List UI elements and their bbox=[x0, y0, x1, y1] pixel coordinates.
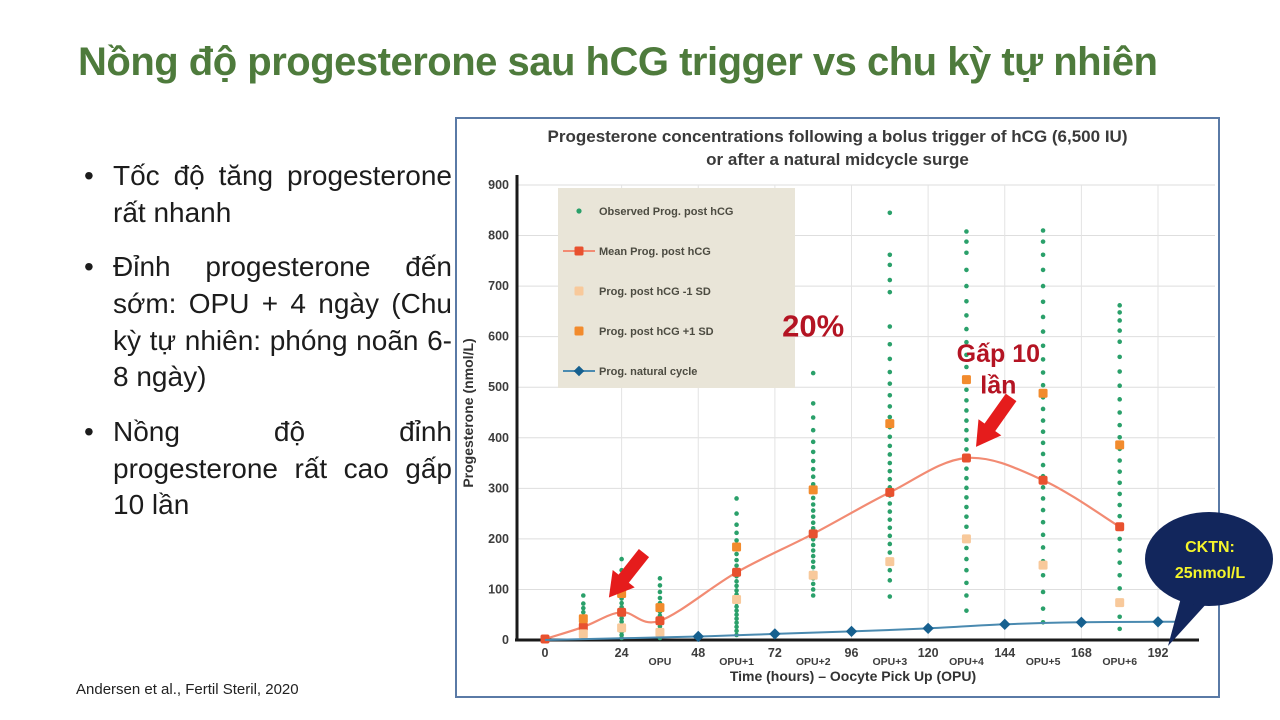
bullet-text: Đỉnh progesterone đến sớm: OPU + 4 ngày … bbox=[113, 251, 452, 393]
chart-title-line1: Progesterone concentrations following a … bbox=[547, 127, 1128, 146]
svg-text:120: 120 bbox=[918, 646, 939, 660]
svg-text:OPU+5: OPU+5 bbox=[1026, 656, 1061, 668]
svg-text:0: 0 bbox=[502, 633, 509, 647]
svg-text:Prog. natural cycle: Prog. natural cycle bbox=[599, 366, 697, 378]
svg-text:Mean Prog. post hCG: Mean Prog. post hCG bbox=[599, 246, 711, 258]
svg-text:OPU+4: OPU+4 bbox=[949, 656, 984, 668]
svg-text:600: 600 bbox=[488, 330, 509, 344]
svg-text:0: 0 bbox=[542, 646, 549, 660]
callout-bubble: CKTN: 25nmol/L bbox=[1145, 512, 1273, 646]
chart-title: Progesterone concentrations following a … bbox=[457, 126, 1218, 172]
legend: Observed Prog. post hCG Mean Prog. post h… bbox=[558, 188, 795, 388]
svg-text:lần: lần bbox=[980, 372, 1016, 400]
svg-text:72: 72 bbox=[768, 646, 782, 660]
svg-text:300: 300 bbox=[488, 481, 509, 495]
svg-text:500: 500 bbox=[488, 380, 509, 394]
chart-figure: Progesterone concentrations following a … bbox=[455, 117, 1220, 698]
mean-line bbox=[540, 453, 1125, 644]
svg-text:Progesterone (nmol/L): Progesterone (nmol/L) bbox=[460, 338, 476, 487]
bullet-item: Đỉnh progesterone đến sớm: OPU + 4 ngày … bbox=[80, 249, 452, 396]
bullet-text: Tốc độ tăng progesterone rất nhanh bbox=[113, 160, 452, 228]
bullet-text: Nồng độ đỉnh progesterone rất cao gấp 10… bbox=[113, 416, 452, 521]
axis-titles: Time (hours) – Oocyte Pick Up (OPU) Proge… bbox=[460, 338, 976, 684]
chart-svg: 0 100 200 300 400 500 600 700 800 900 0 24 48 72 96 120… bbox=[460, 175, 1215, 684]
svg-text:168: 168 bbox=[1071, 646, 1092, 660]
svg-text:OPU+2: OPU+2 bbox=[796, 656, 831, 668]
bullet-item: Tốc độ tăng progesterone rất nhanh bbox=[80, 158, 452, 231]
svg-text:24: 24 bbox=[615, 646, 629, 660]
svg-text:400: 400 bbox=[488, 431, 509, 445]
svg-text:OPU+3: OPU+3 bbox=[872, 656, 907, 668]
axes bbox=[515, 175, 1199, 642]
chart-title-line2: or after a natural midcycle surge bbox=[706, 149, 969, 169]
svg-text:Prog. post hCG +1 SD: Prog. post hCG +1 SD bbox=[599, 326, 714, 338]
svg-text:20%: 20% bbox=[782, 309, 844, 344]
svg-text:144: 144 bbox=[994, 646, 1015, 660]
svg-text:700: 700 bbox=[488, 279, 509, 293]
svg-text:OPU+6: OPU+6 bbox=[1102, 656, 1137, 668]
natural-line bbox=[544, 616, 1184, 643]
annotations: 20% Gấp 10 lần bbox=[608, 309, 1040, 598]
svg-text:800: 800 bbox=[488, 229, 509, 243]
callout-ellipse bbox=[1145, 512, 1273, 606]
sd-markers bbox=[578, 375, 1125, 639]
svg-text:100: 100 bbox=[488, 582, 509, 596]
callout-text-line1: CKTN: bbox=[1185, 539, 1235, 556]
tick-labels: 0 100 200 300 400 500 600 700 800 900 0 24 48 72 96 120… bbox=[488, 178, 1168, 668]
svg-text:Gấp 10: Gấp 10 bbox=[957, 340, 1040, 368]
svg-text:Observed Prog. post hCG: Observed Prog. post hCG bbox=[599, 206, 733, 218]
svg-text:96: 96 bbox=[845, 646, 859, 660]
svg-text:OPU+1: OPU+1 bbox=[719, 656, 754, 668]
svg-text:48: 48 bbox=[691, 646, 705, 660]
svg-text:200: 200 bbox=[488, 532, 509, 546]
svg-text:OPU: OPU bbox=[649, 656, 672, 668]
callout-text-line2: 25nmol/L bbox=[1175, 565, 1245, 582]
page-title: Nồng độ progesterone sau hCG trigger vs … bbox=[78, 40, 1158, 84]
svg-text:Time (hours) – Oocyte Pick Up: Time (hours) – Oocyte Pick Up (OPU) bbox=[730, 668, 976, 684]
bullet-item: Nồng độ đỉnh progesterone rất cao gấp 10… bbox=[80, 414, 452, 524]
svg-text:192: 192 bbox=[1148, 646, 1169, 660]
svg-text:Prog. post hCG -1 SD: Prog. post hCG -1 SD bbox=[599, 286, 711, 298]
bullet-list: Tốc độ tăng progesterone rất nhanh Đỉnh … bbox=[80, 158, 452, 542]
citation: Andersen et al., Fertil Steril, 2020 bbox=[76, 681, 299, 698]
svg-text:900: 900 bbox=[488, 178, 509, 192]
